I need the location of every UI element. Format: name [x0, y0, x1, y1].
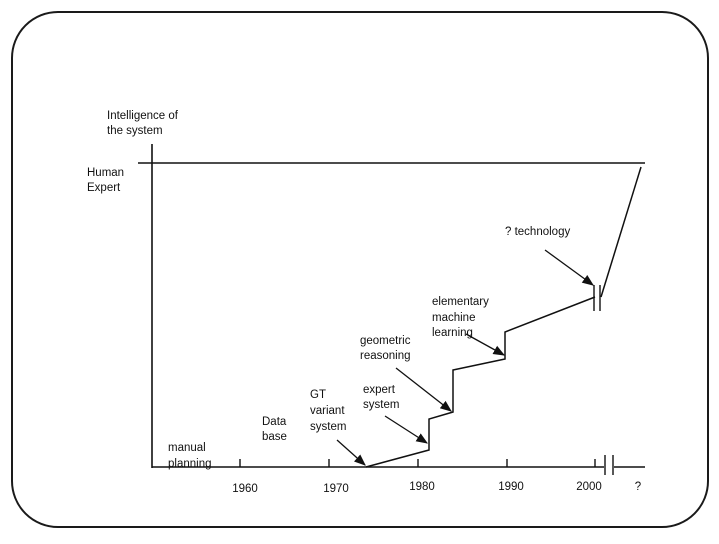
arrow-technology — [544, 249, 594, 286]
arrow-machine-learning — [465, 333, 506, 356]
x-tick-label-1990: 1990 — [498, 481, 524, 493]
x-tick-label-unknown: ? — [635, 481, 641, 493]
x-tick-label-2000: 2000 — [576, 481, 602, 493]
human-expert-label: Human Expert — [87, 167, 127, 194]
slide-frame — [11, 11, 709, 528]
x-tick-label-1970: 1970 — [323, 483, 349, 495]
arrow-expert-system — [384, 415, 428, 444]
x-tick-label-1960: 1960 — [232, 483, 258, 495]
label-data-base: Data base — [262, 416, 290, 443]
label-geometric-reasoning: geometric reasoning — [360, 335, 414, 362]
x-tick-label-1980: 1980 — [409, 481, 435, 493]
intelligence-curve — [365, 296, 596, 468]
label-expert-system: expert system — [363, 384, 399, 411]
label-technology: ? technology — [505, 226, 570, 238]
y-axis-label: Intelligence of the system — [107, 110, 181, 137]
curve-break — [593, 285, 601, 311]
arrow-gt-variant — [336, 439, 366, 466]
label-machine-learning: elementary machine learning — [432, 296, 492, 339]
arrow-geometric-reasoning — [395, 367, 452, 412]
future-curve — [600, 166, 642, 298]
label-gt-variant-system: GT variant system — [310, 389, 348, 433]
x-axis-break — [604, 455, 614, 475]
label-manual-planning: manual planning — [168, 442, 211, 470]
